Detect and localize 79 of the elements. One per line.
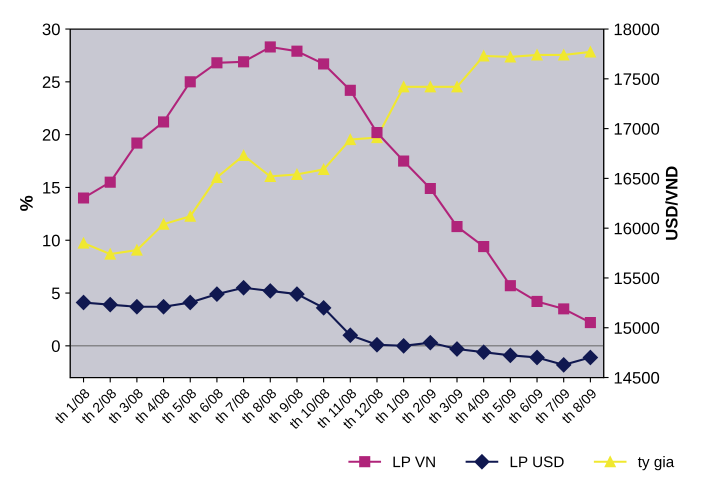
- point: [238, 150, 250, 162]
- point: [156, 299, 172, 314]
- point: [102, 297, 118, 312]
- point: [424, 81, 436, 92]
- point: [502, 348, 518, 363]
- point: [556, 357, 572, 372]
- point: [291, 46, 302, 57]
- point: [104, 176, 116, 188]
- point: [422, 335, 438, 350]
- y2-tick-label: 14500: [614, 372, 660, 384]
- point: [476, 344, 492, 360]
- point: [76, 294, 92, 310]
- point: [449, 341, 465, 357]
- point: [371, 126, 383, 138]
- point: [238, 56, 250, 68]
- point: [369, 337, 385, 352]
- legend-label: ty gia: [638, 456, 674, 470]
- point: [158, 116, 170, 128]
- point: [531, 296, 543, 308]
- point: [129, 299, 144, 314]
- point: [342, 328, 358, 343]
- point: [478, 241, 490, 252]
- point: [318, 164, 330, 175]
- point: [236, 280, 252, 296]
- y-tick-label: 5: [52, 288, 60, 300]
- y2-tick-label: 15000: [614, 322, 660, 334]
- y2-tick-label: 17500: [614, 73, 660, 86]
- y2-tick-label: 16000: [614, 222, 660, 234]
- point: [582, 350, 598, 366]
- y-tick-label: 20: [42, 129, 60, 141]
- point: [504, 280, 516, 292]
- legend-label: LP VN: [393, 456, 435, 468]
- y-axis-title: %: [20, 196, 33, 211]
- y-tick-label: 10: [43, 234, 60, 246]
- point: [131, 244, 142, 256]
- point: [78, 192, 90, 204]
- point: [531, 49, 543, 60]
- point: [184, 210, 196, 222]
- y-tick-label: 25: [42, 76, 60, 88]
- point: [344, 84, 356, 96]
- y2-tick-label: 18000: [614, 23, 660, 36]
- y-tick-label: 0: [52, 340, 60, 352]
- point: [424, 182, 436, 194]
- y2-tick-label: 17000: [614, 123, 660, 135]
- point: [558, 49, 570, 60]
- point: [344, 134, 356, 146]
- point: [316, 300, 332, 316]
- point: [264, 170, 276, 182]
- point: [451, 81, 463, 92]
- point: [264, 41, 276, 53]
- point: [291, 168, 302, 180]
- point: [396, 338, 412, 354]
- point: [529, 350, 545, 366]
- point: [451, 220, 463, 232]
- point: [262, 283, 278, 298]
- point: [398, 81, 410, 92]
- y-tick-label: 30: [42, 23, 60, 36]
- point: [131, 138, 142, 149]
- point: [184, 76, 196, 88]
- point: [558, 303, 570, 314]
- point: [78, 238, 90, 249]
- point: [318, 58, 330, 70]
- point: [211, 172, 222, 183]
- point: [211, 57, 222, 68]
- legend-label: LP USD: [510, 456, 564, 468]
- y2-tick-label: 16500: [614, 172, 660, 185]
- y2-tick-label: 15500: [614, 272, 660, 284]
- point: [104, 248, 116, 260]
- point: [478, 50, 490, 62]
- point: [182, 294, 198, 310]
- point: [584, 46, 596, 58]
- y2-axis-title: USD/VND: [665, 166, 678, 240]
- point: [398, 155, 410, 167]
- point: [158, 218, 170, 230]
- point: [289, 286, 305, 302]
- point: [584, 317, 596, 328]
- point: [504, 51, 516, 62]
- y-tick-label: 15: [43, 182, 60, 194]
- point: [209, 286, 224, 302]
